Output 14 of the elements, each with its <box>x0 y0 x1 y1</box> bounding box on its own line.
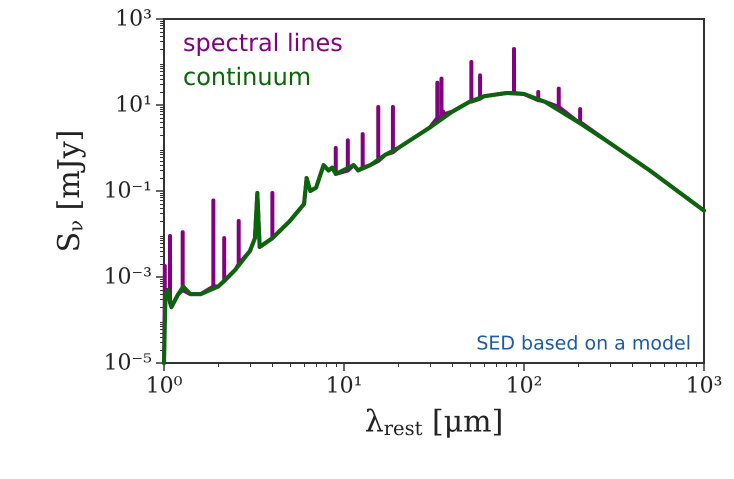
text: continuum <box>183 63 312 91</box>
y-tick-label: 10⁻⁵ <box>104 350 152 376</box>
x-axis-title: λrest [μm] <box>364 404 504 440</box>
y-tick-label: 10³ <box>115 6 152 32</box>
annotation: SED based on a model <box>476 332 692 354</box>
x-tick-label: 10³ <box>686 374 722 398</box>
x-tick-label: 10⁰ <box>146 374 183 398</box>
y-tick-label: 10⁻³ <box>104 264 152 290</box>
text: spectral lines <box>183 29 343 57</box>
x-tick-label: 10¹ <box>326 374 362 398</box>
x-tick-label: 10² <box>506 374 542 398</box>
y-tick-label: 10¹ <box>115 92 152 118</box>
y-axis-title: Sν [mJy] <box>52 130 88 252</box>
y-tick-label: 10⁻¹ <box>104 178 152 204</box>
